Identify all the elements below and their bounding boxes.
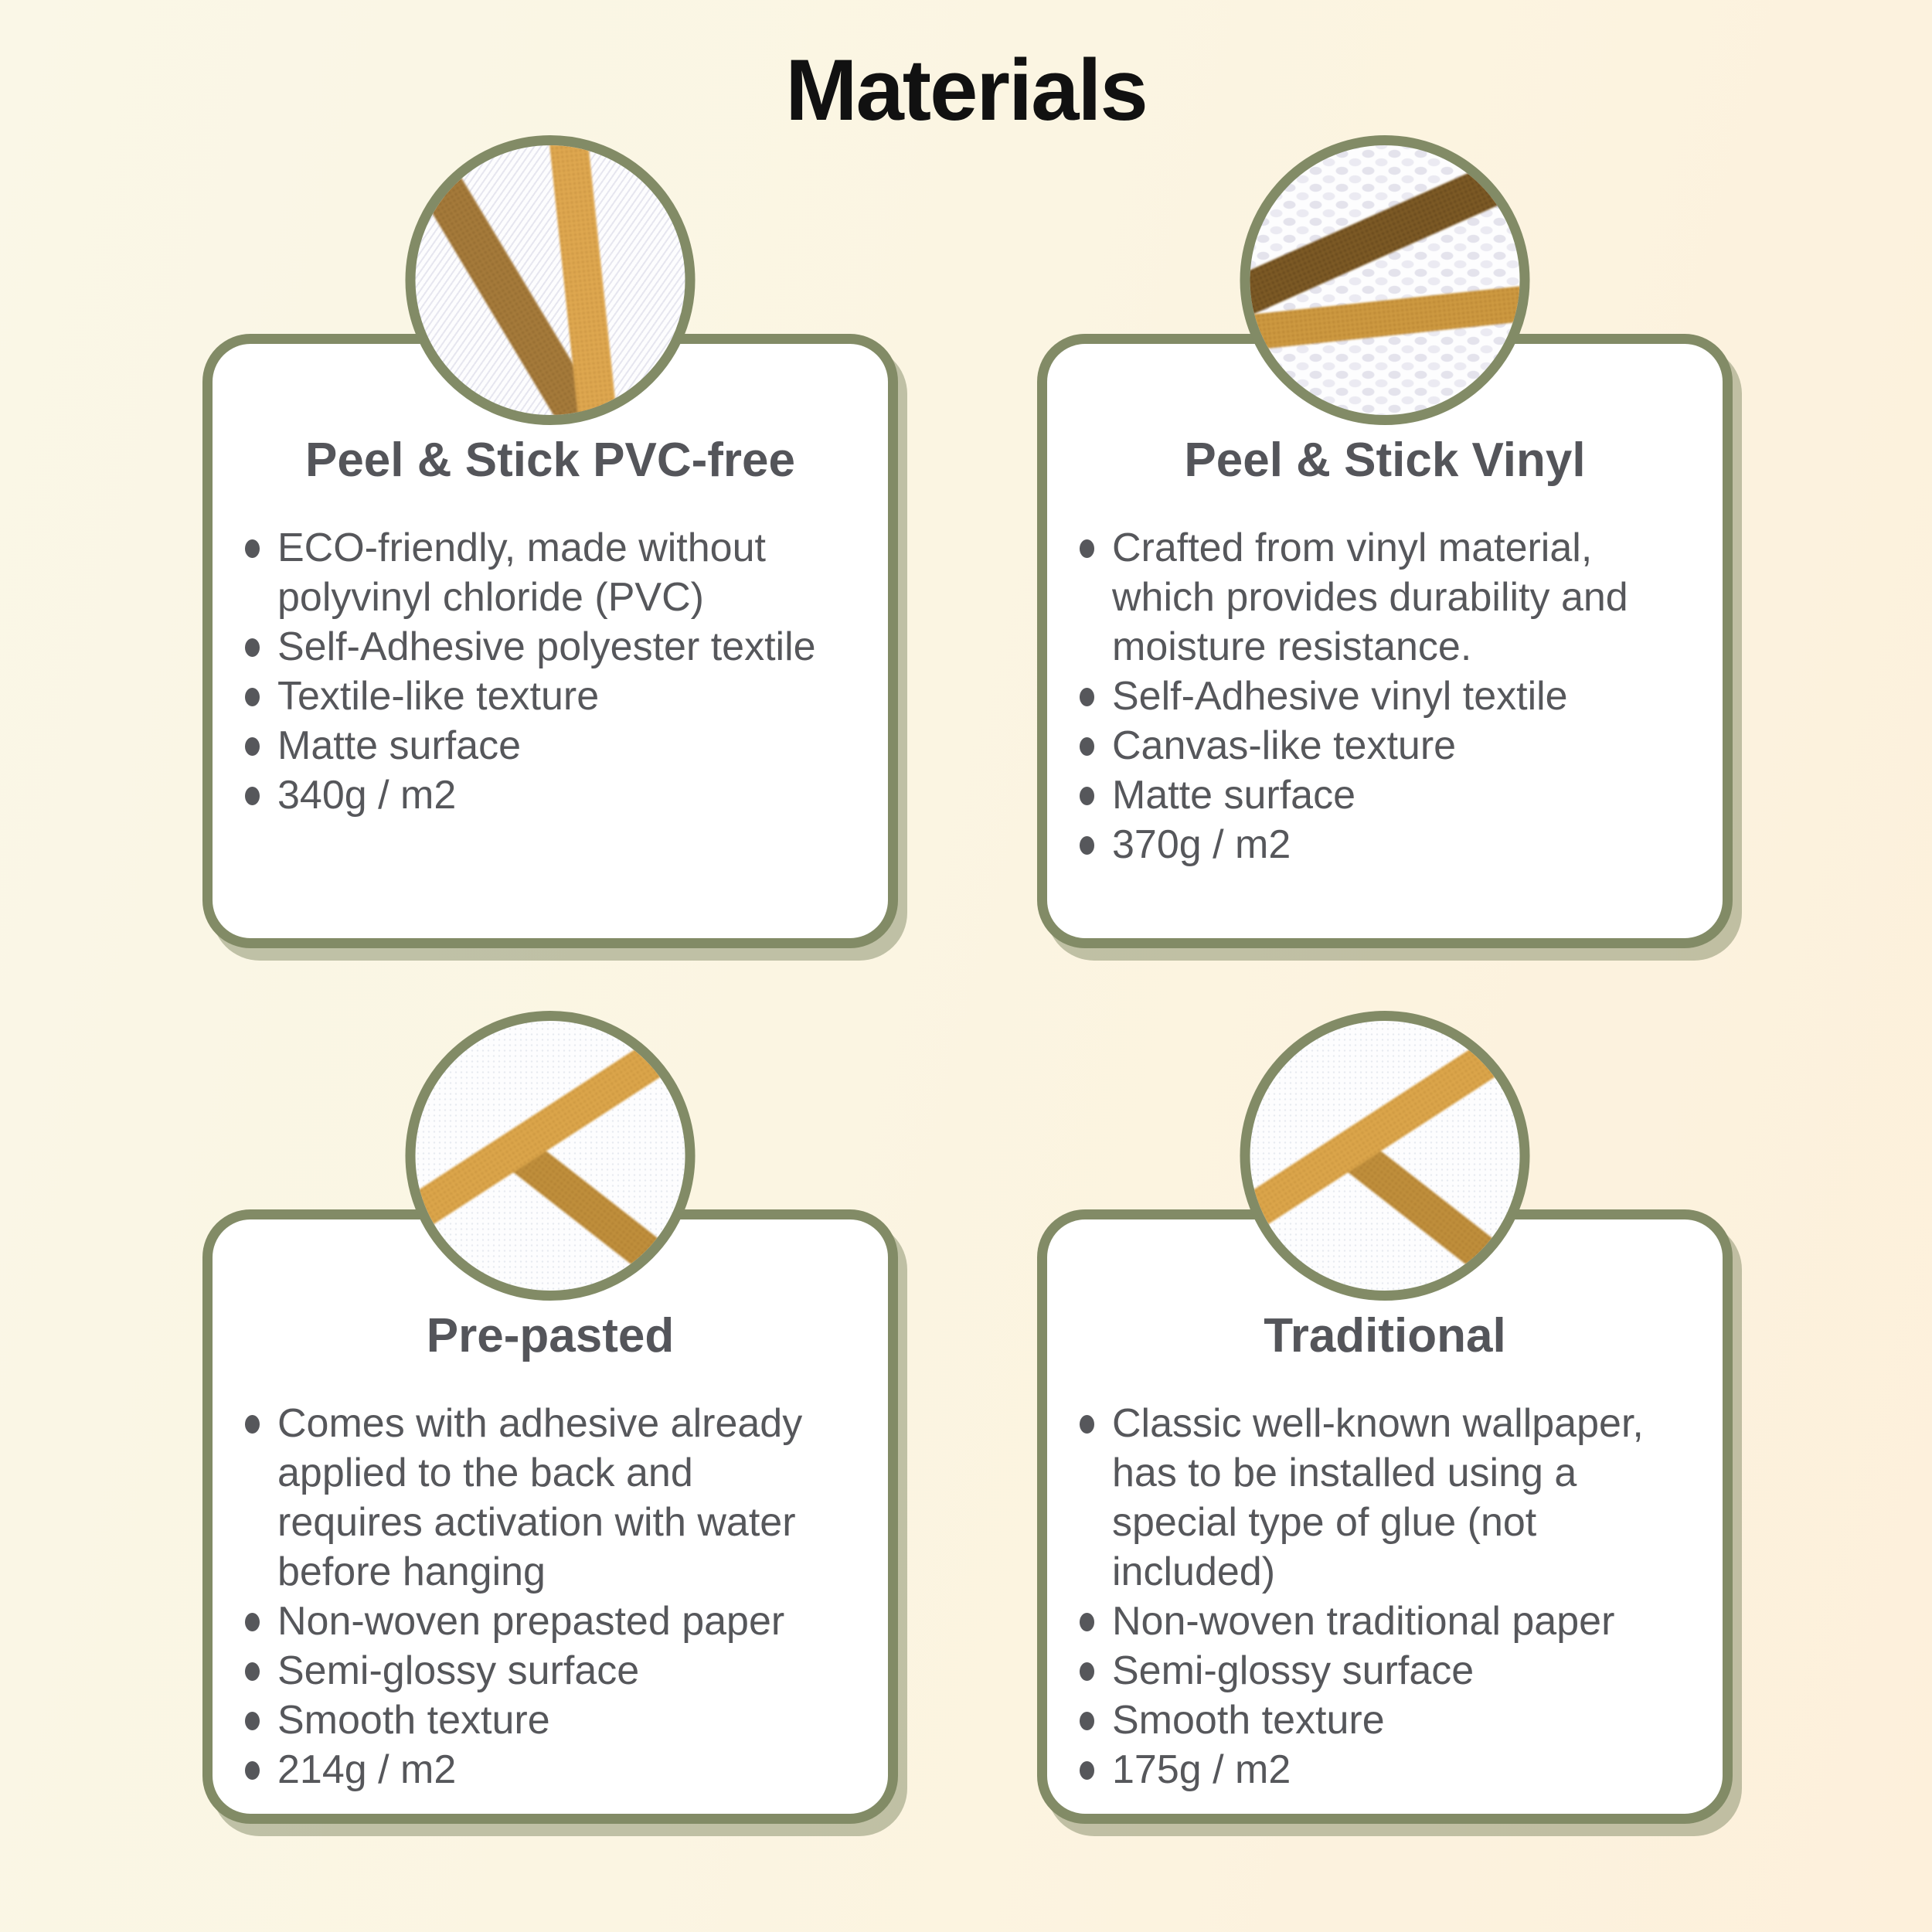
material-card-peel-stick-vinyl: Peel & Stick Vinyl Crafted from vinyl ma…	[1037, 135, 1733, 948]
bullet-item: Non-woven prepasted paper	[241, 1597, 835, 1646]
bullet-list: Crafted from vinyl material, which provi…	[1047, 523, 1723, 869]
material-card-traditional: Traditional Classic well-known wallpaper…	[1037, 1011, 1733, 1824]
bullet-item: Textile-like texture	[241, 672, 835, 721]
card-title: Traditional	[1264, 1309, 1506, 1362]
card-title: Peel & Stick Vinyl	[1184, 434, 1586, 487]
bullet-item: Non-woven traditional paper	[1076, 1597, 1670, 1646]
bullet-list: ECO-friendly, made without polyvinyl chl…	[213, 523, 888, 820]
bullet-item: Self-Adhesive vinyl textile	[1076, 672, 1670, 721]
bullet-item: ECO-friendly, made without polyvinyl chl…	[241, 523, 835, 622]
bullet-item: 175g / m2	[1076, 1745, 1670, 1794]
bullet-item: Canvas-like texture	[1076, 721, 1670, 770]
bullet-item: Matte surface	[241, 721, 835, 770]
material-swatch-smooth	[405, 1011, 696, 1301]
bullet-item: Matte surface	[1076, 770, 1670, 820]
card-title: Peel & Stick PVC-free	[304, 434, 796, 487]
material-swatch-canvas	[1240, 135, 1530, 425]
card-title: Pre-pasted	[426, 1309, 675, 1362]
page-title: Materials	[785, 42, 1148, 138]
bullet-item: 340g / m2	[241, 770, 835, 820]
bullet-item: Comes with adhesive already applied to t…	[241, 1399, 835, 1597]
texture-stripe-gold-main	[1250, 1029, 1520, 1242]
bullet-item: Smooth texture	[1076, 1696, 1670, 1745]
texture-stripe-gold-branch	[1345, 1141, 1520, 1291]
bullet-item: Self-Adhesive polyester textile	[241, 622, 835, 672]
bullet-item: Smooth texture	[241, 1696, 835, 1745]
bullet-list: Classic well-known wallpaper, has to be …	[1047, 1399, 1723, 1794]
bullet-list: Comes with adhesive already applied to t…	[213, 1399, 888, 1794]
bullet-item: Classic well-known wallpaper, has to be …	[1076, 1399, 1670, 1597]
bullet-item: Crafted from vinyl material, which provi…	[1076, 523, 1670, 672]
bullet-item: 370g / m2	[1076, 820, 1670, 869]
bullet-item: 214g / m2	[241, 1745, 835, 1794]
texture-stripe-gold-main	[415, 1029, 685, 1242]
material-swatch-textile	[405, 135, 696, 425]
bullet-item: Semi-glossy surface	[241, 1646, 835, 1696]
texture-stripe-gold-branch	[510, 1141, 685, 1291]
material-swatch-smooth	[1240, 1011, 1530, 1301]
material-card-peel-stick-pvc-free: Peel & Stick PVC-free ECO-friendly, made…	[202, 135, 898, 948]
material-card-pre-pasted: Pre-pasted Comes with adhesive already a…	[202, 1011, 898, 1824]
bullet-item: Semi-glossy surface	[1076, 1646, 1670, 1696]
